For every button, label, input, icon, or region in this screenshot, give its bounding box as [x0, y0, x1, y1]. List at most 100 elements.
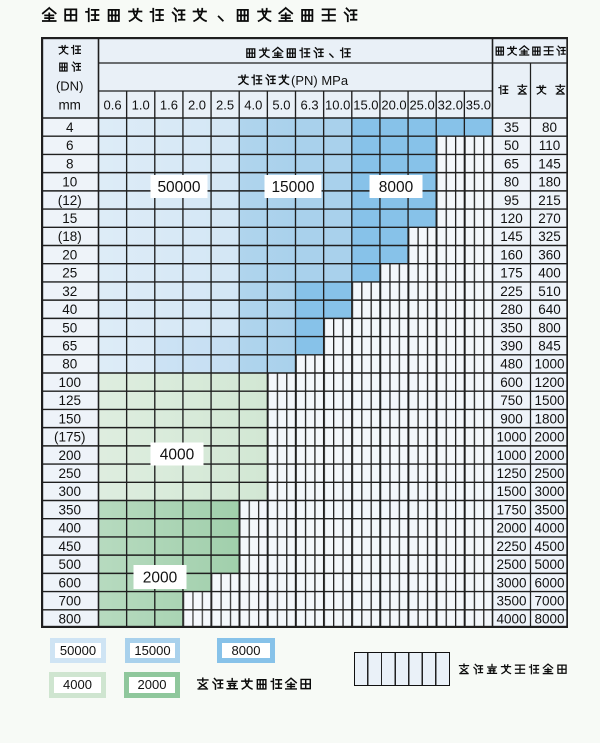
- svg-text:215: 215: [538, 193, 561, 208]
- svg-text:15.0: 15.0: [353, 97, 378, 112]
- svg-text:35: 35: [503, 120, 518, 135]
- svg-text:250: 250: [58, 466, 81, 481]
- svg-text:10: 10: [62, 175, 77, 190]
- svg-text:300: 300: [58, 484, 81, 499]
- svg-text:1800: 1800: [534, 411, 564, 426]
- svg-text:5.0: 5.0: [272, 97, 290, 112]
- svg-text:450: 450: [58, 539, 81, 554]
- svg-text:4.0: 4.0: [244, 97, 262, 112]
- svg-text:6: 6: [66, 138, 74, 153]
- svg-text:3500: 3500: [534, 502, 564, 517]
- svg-text:110: 110: [538, 138, 560, 153]
- svg-text:1.6: 1.6: [159, 97, 177, 112]
- svg-text:390: 390: [500, 339, 523, 354]
- svg-text:1.0: 1.0: [131, 97, 149, 112]
- svg-text:1500: 1500: [496, 484, 526, 499]
- svg-text:50: 50: [62, 320, 77, 335]
- svg-text:640: 640: [538, 302, 561, 317]
- svg-text:180: 180: [538, 175, 561, 190]
- svg-text:4000: 4000: [534, 521, 564, 536]
- svg-text:15000: 15000: [271, 179, 314, 196]
- svg-text:160: 160: [500, 247, 523, 262]
- svg-text:25.0: 25.0: [409, 97, 434, 112]
- svg-text:3500: 3500: [496, 594, 526, 609]
- svg-text:3000: 3000: [496, 575, 526, 590]
- svg-text:400: 400: [538, 266, 561, 281]
- svg-text:510: 510: [538, 284, 561, 299]
- svg-text:4500: 4500: [534, 539, 564, 554]
- svg-text:(12): (12): [57, 193, 81, 208]
- svg-text:200: 200: [58, 448, 81, 463]
- svg-text:2.0: 2.0: [187, 97, 205, 112]
- svg-text:4: 4: [66, 120, 74, 135]
- svg-text:25: 25: [62, 266, 77, 281]
- svg-text:900: 900: [500, 411, 523, 426]
- svg-text:225: 225: [500, 284, 523, 299]
- svg-text:(DN): (DN): [55, 79, 82, 94]
- svg-text:125: 125: [58, 393, 81, 408]
- svg-text:750: 750: [500, 393, 523, 408]
- svg-text:500: 500: [58, 557, 81, 572]
- svg-text:35.0: 35.0: [465, 97, 490, 112]
- svg-text:100: 100: [58, 375, 81, 390]
- svg-text:800: 800: [538, 320, 561, 335]
- svg-text:65: 65: [503, 156, 518, 171]
- svg-text:6000: 6000: [534, 575, 564, 590]
- svg-text:6.3: 6.3: [300, 97, 318, 112]
- svg-text:(PN) MPa: (PN) MPa: [291, 73, 349, 88]
- svg-text:2500: 2500: [496, 557, 526, 572]
- svg-text:20: 20: [62, 247, 77, 262]
- svg-text:700: 700: [58, 594, 81, 609]
- svg-text:10.0: 10.0: [325, 97, 350, 112]
- svg-text:7000: 7000: [534, 594, 564, 609]
- svg-text:150: 150: [58, 411, 81, 426]
- svg-text:2000: 2000: [142, 570, 177, 587]
- svg-text:40: 40: [62, 302, 77, 317]
- svg-text:4000: 4000: [159, 447, 194, 464]
- svg-text:15: 15: [62, 211, 77, 226]
- svg-text:3000: 3000: [534, 484, 564, 499]
- svg-text:80: 80: [541, 120, 556, 135]
- svg-text:1750: 1750: [496, 502, 526, 517]
- svg-text:325: 325: [538, 229, 561, 244]
- svg-text:(175): (175): [54, 430, 86, 445]
- svg-text:50: 50: [503, 138, 518, 153]
- svg-text:mm: mm: [58, 98, 80, 113]
- svg-text:80: 80: [62, 357, 77, 372]
- svg-text:175: 175: [500, 266, 523, 281]
- svg-text:0.6: 0.6: [103, 97, 121, 112]
- svg-text:145: 145: [500, 229, 523, 244]
- svg-text:600: 600: [500, 375, 523, 390]
- svg-text:32: 32: [62, 284, 77, 299]
- svg-text:32.0: 32.0: [437, 97, 462, 112]
- svg-text:5000: 5000: [534, 557, 564, 572]
- svg-text:8: 8: [66, 156, 74, 171]
- svg-text:480: 480: [500, 357, 523, 372]
- svg-text:80: 80: [503, 175, 518, 190]
- svg-text:2500: 2500: [534, 466, 564, 481]
- svg-text:2.5: 2.5: [216, 97, 234, 112]
- svg-text:1000: 1000: [496, 430, 526, 445]
- svg-text:65: 65: [62, 339, 77, 354]
- svg-text:800: 800: [58, 612, 81, 627]
- svg-text:600: 600: [58, 575, 81, 590]
- svg-text:2000: 2000: [534, 448, 564, 463]
- svg-text:145: 145: [538, 156, 561, 171]
- svg-text:360: 360: [538, 247, 561, 262]
- svg-text:280: 280: [500, 302, 523, 317]
- svg-text:350: 350: [58, 502, 81, 517]
- svg-text:2000: 2000: [534, 430, 564, 445]
- svg-text:8000: 8000: [534, 612, 564, 627]
- svg-text:95: 95: [503, 193, 518, 208]
- svg-text:50000: 50000: [157, 179, 200, 196]
- svg-text:8000: 8000: [378, 179, 413, 196]
- svg-text:4000: 4000: [496, 612, 526, 627]
- svg-text:1000: 1000: [496, 448, 526, 463]
- svg-text:1250: 1250: [496, 466, 526, 481]
- svg-text:(18): (18): [57, 229, 81, 244]
- svg-text:1500: 1500: [534, 393, 564, 408]
- svg-text:1200: 1200: [534, 375, 564, 390]
- svg-text:1000: 1000: [534, 357, 564, 372]
- svg-text:350: 350: [500, 320, 523, 335]
- svg-text:845: 845: [538, 339, 561, 354]
